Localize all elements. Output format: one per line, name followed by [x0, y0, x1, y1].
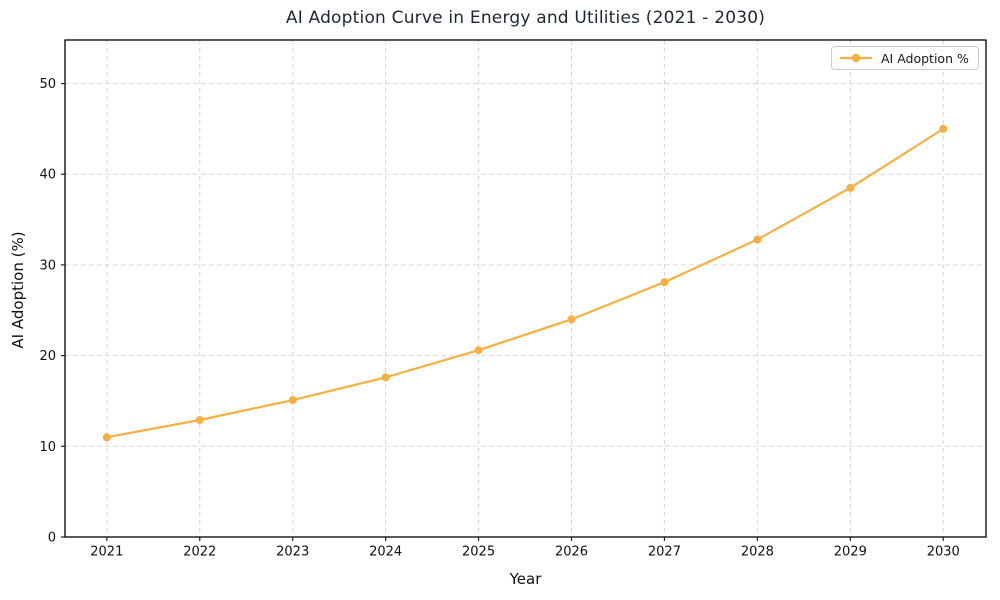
- x-tick-label: 2029: [834, 545, 867, 560]
- x-tick-label: 2028: [741, 545, 774, 560]
- series-line: [105, 127, 945, 439]
- data-point-marker: [939, 124, 948, 133]
- data-point-marker: [102, 433, 111, 442]
- x-tick-label: 2021: [90, 545, 123, 560]
- x-tick-label: 2023: [276, 545, 309, 560]
- x-tick-label: 2024: [369, 545, 402, 560]
- y-tick-label: 10: [39, 440, 56, 455]
- y-tick-label: 40: [39, 168, 56, 183]
- chart-title: AI Adoption Curve in Energy and Utilitie…: [285, 8, 766, 28]
- legend-line-sample-icon: [840, 53, 872, 63]
- data-point-marker: [474, 346, 483, 355]
- x-axis-label: Year: [509, 570, 542, 588]
- x-tick-label: 2025: [462, 545, 495, 560]
- data-point-marker: [567, 315, 576, 324]
- x-tick-label: 2022: [183, 545, 216, 560]
- x-tick-label: 2026: [555, 545, 588, 560]
- axes-spines: [64, 39, 987, 538]
- data-point-marker: [846, 183, 855, 192]
- data-point-marker: [660, 278, 669, 287]
- data-point-marker: [195, 416, 204, 425]
- data-point-marker: [288, 396, 297, 405]
- y-tick-label: 20: [39, 349, 56, 364]
- x-tick-label: 2027: [648, 545, 681, 560]
- x-tick-label: 2030: [927, 545, 960, 560]
- legend: AI Adoption %: [831, 46, 979, 70]
- data-point-marker: [381, 373, 390, 382]
- y-tick-label: 30: [39, 258, 56, 273]
- y-tick-label: 50: [39, 77, 56, 92]
- legend-label: AI Adoption %: [881, 50, 969, 66]
- data-point-marker: [753, 235, 762, 244]
- y-tick-label: 0: [48, 531, 56, 546]
